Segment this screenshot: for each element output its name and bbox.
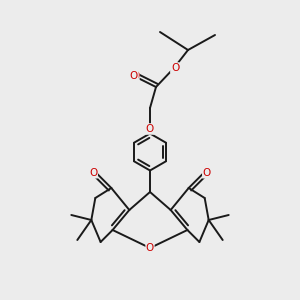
Text: O: O bbox=[171, 63, 179, 73]
Text: O: O bbox=[171, 63, 179, 73]
Text: O: O bbox=[146, 124, 154, 134]
Text: O: O bbox=[146, 124, 154, 134]
Text: O: O bbox=[130, 71, 138, 81]
Text: O: O bbox=[202, 168, 211, 178]
Text: O: O bbox=[89, 168, 98, 178]
Text: O: O bbox=[131, 71, 139, 81]
Text: O: O bbox=[146, 243, 154, 253]
